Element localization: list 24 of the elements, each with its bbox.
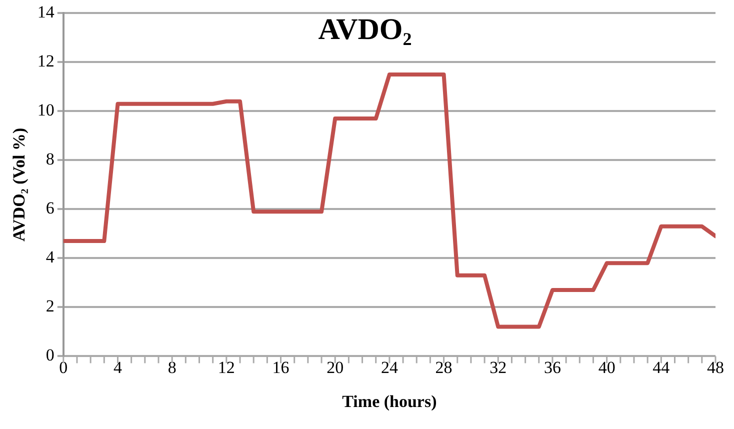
y-tick-label: 14 xyxy=(37,2,55,22)
chart-title: AVDO₂ xyxy=(318,12,412,46)
x-tick-label: 32 xyxy=(490,358,507,377)
x-tick-label: 0 xyxy=(59,358,68,377)
x-tick-label: 40 xyxy=(598,358,616,377)
x-tick-label: 28 xyxy=(435,358,452,377)
y-tick-label: 0 xyxy=(46,346,54,365)
x-tick-label: 44 xyxy=(652,358,670,377)
y-tick-label: 2 xyxy=(46,296,54,316)
x-tick-label: 24 xyxy=(380,358,398,377)
y-tick-label: 10 xyxy=(37,100,54,120)
x-tick-label: 12 xyxy=(218,358,235,377)
x-tick-label: 16 xyxy=(272,358,290,377)
x-tick-label: 8 xyxy=(168,358,176,377)
x-axis-title: Time (hours) xyxy=(342,392,437,412)
y-tick-label: 12 xyxy=(37,52,54,71)
y-axis-title: AVDO₂ (Vol %) xyxy=(10,128,29,242)
y-tick-label: 8 xyxy=(46,150,54,169)
x-tick-label: 48 xyxy=(707,358,724,377)
y-tick-label: 4 xyxy=(46,248,55,267)
x-tick-label: 36 xyxy=(544,358,561,377)
x-tick-label: 4 xyxy=(113,358,122,377)
x-tick-label: 20 xyxy=(326,358,344,377)
y-tick-label: 6 xyxy=(46,198,54,218)
